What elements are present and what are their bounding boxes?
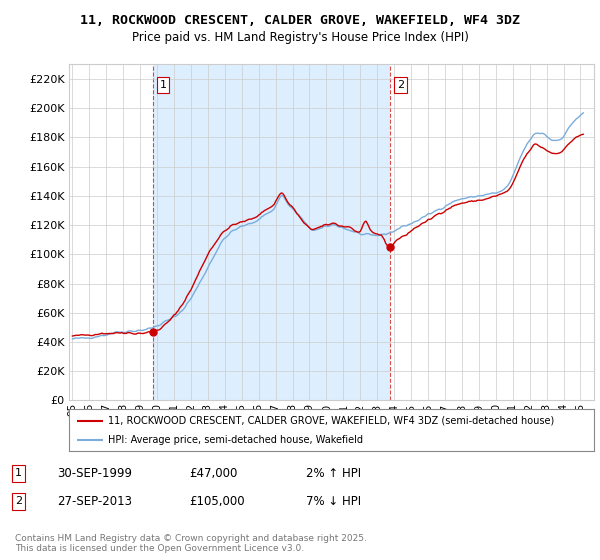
Text: 2: 2 [397, 80, 404, 90]
Bar [153, 64, 390, 400]
Text: 2% ↑ HPI: 2% ↑ HPI [306, 466, 361, 480]
Text: 27-SEP-2013: 27-SEP-2013 [57, 494, 132, 508]
Text: 7% ↓ HPI: 7% ↓ HPI [306, 494, 361, 508]
Text: 11, ROCKWOOD CRESCENT, CALDER GROVE, WAKEFIELD, WF4 3DZ: 11, ROCKWOOD CRESCENT, CALDER GROVE, WAK… [80, 14, 520, 27]
Text: £105,000: £105,000 [189, 494, 245, 508]
Text: 11, ROCKWOOD CRESCENT, CALDER GROVE, WAKEFIELD, WF4 3DZ (semi-detached house): 11, ROCKWOOD CRESCENT, CALDER GROVE, WAK… [109, 416, 554, 426]
Text: Contains HM Land Registry data © Crown copyright and database right 2025.
This d: Contains HM Land Registry data © Crown c… [15, 534, 367, 553]
Text: Price paid vs. HM Land Registry's House Price Index (HPI): Price paid vs. HM Land Registry's House … [131, 31, 469, 44]
Text: HPI: Average price, semi-detached house, Wakefield: HPI: Average price, semi-detached house,… [109, 435, 364, 445]
Text: 30-SEP-1999: 30-SEP-1999 [57, 466, 132, 480]
Text: 2: 2 [15, 496, 22, 506]
Text: 1: 1 [160, 80, 167, 90]
Text: £47,000: £47,000 [189, 466, 238, 480]
Text: 1: 1 [15, 468, 22, 478]
